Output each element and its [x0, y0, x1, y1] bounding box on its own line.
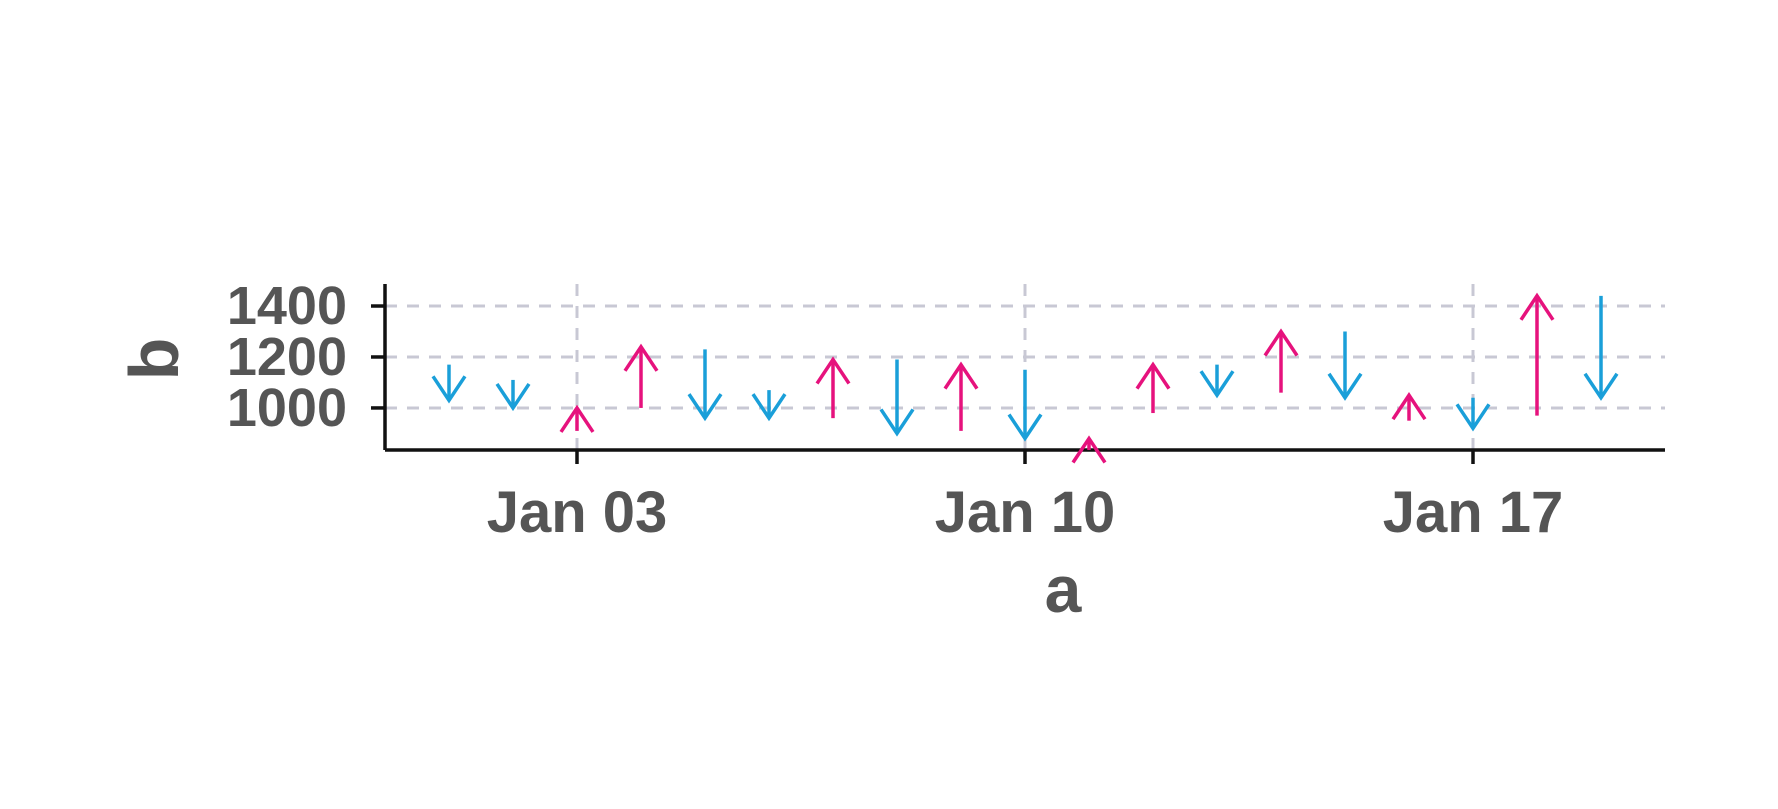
up-arrow: [1263, 328, 1299, 393]
down-arrow: [1583, 295, 1619, 401]
arrow-head: [1455, 403, 1491, 432]
y-axis-title: b: [115, 338, 193, 381]
x-tick-label: Jan 17: [1383, 480, 1564, 545]
y-tick-label: 1400: [227, 276, 347, 336]
arrow-head: [1583, 372, 1619, 401]
arrow-head: [623, 343, 659, 372]
arrow-head: [1327, 372, 1363, 401]
up-arrow: [1135, 361, 1171, 414]
x-tick-label: Jan 03: [487, 480, 668, 545]
arrow-head: [1199, 370, 1235, 399]
down-arrow: [1327, 331, 1363, 401]
arrow-head: [431, 375, 467, 404]
down-arrow: [1455, 397, 1491, 432]
down-arrow: [687, 349, 723, 422]
arrow-head: [495, 382, 531, 412]
arrow-head: [1007, 413, 1043, 442]
up-arrow: [815, 356, 851, 419]
arrow-head: [1071, 435, 1107, 464]
down-arrow: [879, 359, 915, 437]
up-arrow: [559, 404, 595, 433]
arrow-head: [1135, 361, 1171, 390]
y-tick-label: 1200: [227, 327, 347, 387]
arrow-head: [1391, 392, 1427, 421]
arrow-head: [1519, 292, 1555, 321]
x-axis-title: a: [1045, 552, 1083, 626]
down-arrow: [751, 390, 787, 422]
down-arrow: [1199, 364, 1235, 399]
arrow-head: [943, 361, 979, 390]
up-arrow: [1391, 392, 1427, 421]
x-tick-label: Jan 10: [935, 480, 1116, 545]
arrow-head: [815, 356, 851, 385]
arrow-head: [879, 408, 915, 437]
down-arrow: [431, 364, 467, 404]
down-arrow: [495, 379, 531, 412]
up-arrow: [623, 343, 659, 408]
y-tick-label: 1000: [227, 378, 347, 438]
up-arrow: [1071, 435, 1107, 464]
arrow-marks: [431, 292, 1619, 464]
arrow-head: [687, 393, 723, 422]
up-arrow: [943, 361, 979, 431]
arrow-head: [559, 404, 595, 433]
arrow-head: [1263, 328, 1299, 357]
down-arrow: [1007, 369, 1043, 442]
up-arrow: [1519, 292, 1555, 416]
arrow-head: [751, 393, 787, 422]
